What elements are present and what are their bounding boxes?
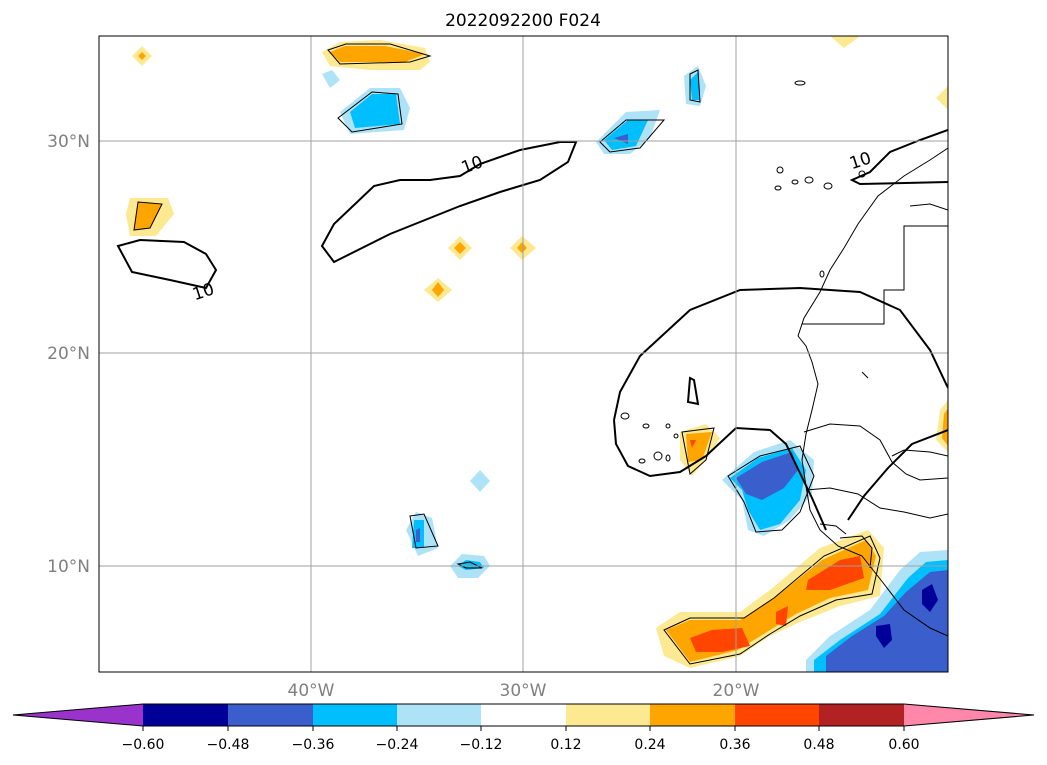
colorbar-tick-label: 0.12 <box>550 737 581 753</box>
colorbar-tick-label: −0.48 <box>207 737 250 753</box>
anomaly-positive <box>330 46 425 62</box>
lon-label: 40°W <box>288 681 335 701</box>
colorbar-segment <box>819 704 904 726</box>
lon-label: 20°W <box>713 681 760 701</box>
anomaly-positive <box>690 440 696 448</box>
lat-label: 30°N <box>47 132 90 152</box>
figure-title: 2022092200 F024 <box>445 11 601 31</box>
anomaly-negative <box>690 72 700 100</box>
colorbar-segment <box>397 704 481 726</box>
anomaly-positive <box>942 408 948 446</box>
anomaly-positive <box>690 628 750 652</box>
lat-label: 20°N <box>47 344 90 364</box>
colorbar-tick-label: 0.48 <box>803 737 834 753</box>
anomaly-positive <box>686 432 712 462</box>
lat-label: 10°N <box>47 557 90 577</box>
colorbar-tick-label: −0.60 <box>122 737 165 753</box>
anomaly-positive <box>806 556 864 590</box>
colorbar: −0.60 −0.48 −0.36 −0.24 −0.12 0.12 0.24 … <box>12 703 1035 753</box>
colorbar-tick-label: −0.36 <box>292 737 335 753</box>
colorbar-segment <box>650 704 735 726</box>
wind-speed-contours <box>116 129 948 531</box>
anomaly-negative <box>826 570 948 672</box>
lat-labels: 30°N 20°N 10°N <box>47 132 90 577</box>
anomaly-negative <box>922 584 938 612</box>
anomaly-positive <box>776 606 788 626</box>
colorbar-extend-high <box>904 704 1034 726</box>
colorbar-segment <box>481 704 566 726</box>
anomaly-negative <box>350 94 400 128</box>
anomaly-negative <box>416 528 420 542</box>
coastlines <box>620 80 948 637</box>
colorbar-tick-label: −0.24 <box>376 737 419 753</box>
colorbar-extend-low <box>13 704 143 726</box>
anomaly-negative <box>470 470 490 492</box>
map-frame <box>98 35 949 673</box>
shaded-anomalies <box>126 36 948 672</box>
lon-label: 30°W <box>500 681 547 701</box>
map-panel: 10 10 10 <box>98 35 949 673</box>
anomaly-positive <box>134 202 162 230</box>
gridlines <box>99 36 948 672</box>
colorbar-tick-label: 0.60 <box>888 737 919 753</box>
anomaly-positive <box>454 242 466 254</box>
anomaly-positive <box>830 36 860 48</box>
colorbar-segment <box>313 704 397 726</box>
anomaly-positive <box>138 52 146 60</box>
colorbar-tick-label: −0.12 <box>460 737 503 753</box>
anomaly-negative <box>736 452 798 500</box>
colorbar-segment <box>143 704 228 726</box>
anomaly-negative <box>876 624 892 648</box>
colorbar-segment <box>566 704 650 726</box>
anomaly-positive <box>936 86 948 110</box>
colorbar-segment <box>228 704 313 726</box>
colorbar-segment <box>735 704 819 726</box>
colorbar-tick-label: 0.24 <box>634 737 665 753</box>
colorbar-ticks <box>142 726 905 731</box>
colorbar-tick-label: 0.36 <box>719 737 750 753</box>
thin-contours <box>133 43 881 665</box>
anomaly-negative <box>322 70 340 88</box>
anomaly-positive <box>432 282 444 297</box>
lon-labels: 40°W 30°W 20°W <box>288 681 760 701</box>
anomaly-positive <box>517 242 527 253</box>
